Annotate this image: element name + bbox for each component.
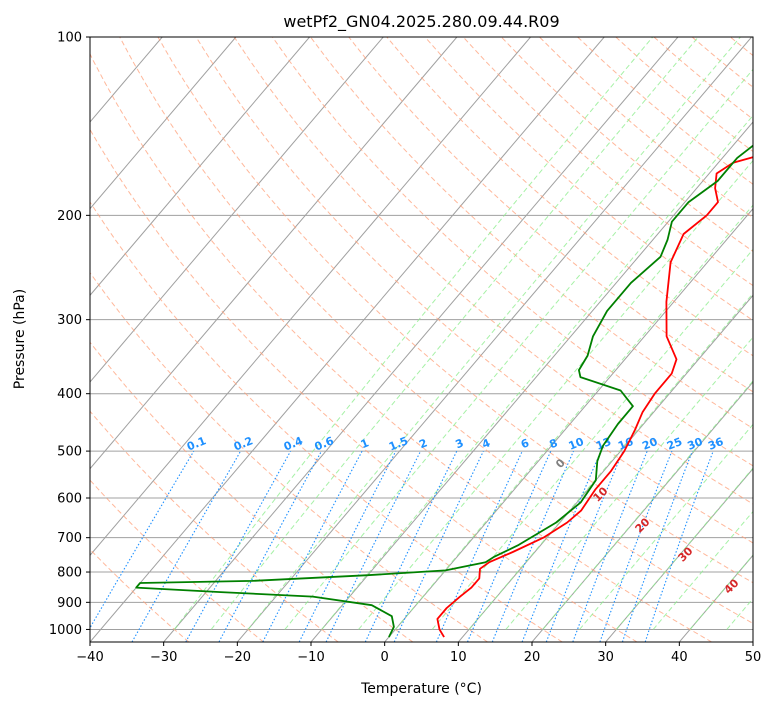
x-tick-label: 10 (450, 650, 467, 665)
mixing-ratio-line (262, 450, 363, 642)
x-tick-label: −40 (76, 650, 103, 665)
y-tick-label: 1000 (49, 623, 82, 638)
grid-layer (90, 37, 753, 642)
isotherm-line (90, 37, 384, 383)
y-tick-label: 600 (57, 492, 82, 507)
moist-adiabat-line (542, 380, 753, 630)
dry-adiabat-line (157, 37, 753, 584)
isotherm-line (90, 37, 605, 642)
x-tick-label: −10 (297, 650, 324, 665)
moist-adiabat-line (173, 37, 654, 630)
x-tick-label: 0 (381, 650, 389, 665)
dry-adiabat-line (233, 37, 753, 505)
mixing-ratio-line (644, 450, 714, 642)
dry-adiabat-line (119, 37, 753, 624)
mixing-ratio-line (621, 450, 693, 642)
isotherm-line (236, 37, 752, 642)
dewpoint-profile-line (135, 144, 753, 638)
mixing-ratio-line (393, 450, 484, 642)
moist-adiabat-line (431, 248, 753, 630)
mixing-ratio-line (572, 450, 648, 642)
dry-adiabat-line (90, 128, 638, 642)
y-tick-label: 100 (57, 31, 82, 46)
mixing-ratio-label: 20 (640, 435, 659, 453)
x-tick-label: 50 (745, 650, 762, 665)
y-axis-title: Pressure (hPa) (12, 289, 28, 389)
y-tick-label: 700 (57, 531, 82, 546)
temperature-profile-line (436, 156, 753, 638)
dry-adiabat-line (90, 201, 563, 642)
y-tick-label: 200 (57, 209, 82, 224)
moist-adiabat-line (210, 37, 699, 630)
mixing-ratio-label: 10 (567, 435, 586, 453)
mixing-ratio-line (185, 450, 292, 642)
mixing-ratio-line (545, 450, 624, 642)
y-tick-label: 500 (57, 445, 82, 460)
moist-adiabat-line (615, 467, 753, 630)
isotherm-line (384, 207, 753, 642)
mixing-ratio-line (218, 450, 322, 642)
x-tick-label: 30 (597, 650, 614, 665)
x-tick-label: −30 (150, 650, 177, 665)
moist-adiabat-line (394, 204, 753, 630)
dry-adiabat-line (310, 37, 753, 430)
moist-adiabat-line (358, 159, 753, 630)
x-tick-label: −20 (224, 650, 251, 665)
mixing-ratio-line (364, 450, 458, 642)
mixing-ratio-label: 30 (686, 435, 705, 453)
mixing-ratio-label: 36 (706, 435, 725, 453)
dry-adiabat-line (90, 479, 264, 642)
mixing-ratio-label: 8 (548, 436, 560, 451)
dry-adiabat-line (90, 52, 712, 642)
moist-adiabat-line (321, 114, 753, 630)
series-layer (135, 144, 753, 638)
plot-background (90, 37, 753, 642)
mixing-ratio-line (435, 450, 523, 642)
dry-adiabat-line (90, 271, 488, 642)
chart-title: wetPf2_GN04.2025.280.09.44.R09 (283, 12, 559, 32)
mixing-ratio-label: 2 (417, 436, 429, 451)
y-tick-label: 300 (57, 313, 82, 328)
mixing-ratio-label: 3 (454, 436, 466, 451)
mixing-ratio-line (599, 450, 673, 642)
dry-adiabat-line (386, 37, 753, 357)
moist-adiabat-line (468, 292, 753, 630)
dry-adiabat-line (424, 37, 753, 322)
mixing-ratio-label: 25 (665, 435, 684, 453)
x-tick-label: 20 (524, 650, 541, 665)
dry-adiabat-line (271, 37, 753, 467)
mixing-ratio-line (521, 450, 602, 642)
mixing-ratio-line (491, 450, 575, 642)
isotherm-line (90, 37, 237, 210)
y-tick-label: 400 (57, 387, 82, 402)
x-axis-title: Temperature (°C) (360, 681, 482, 697)
mixing-ratio-line (466, 450, 552, 642)
mixing-ratio-label: 1 (359, 436, 371, 451)
moist-adiabat-line (579, 423, 753, 630)
dry-adiabat-line (462, 37, 753, 287)
mixing-ratio-line (298, 450, 397, 642)
moist-adiabat-line (505, 336, 753, 630)
y-tick-label: 900 (57, 596, 82, 611)
isotherm-line (90, 37, 458, 470)
tick-layer: −40 −30 −20 −10 0 10 20 30 40 50 100 200 300 400 500 60… (49, 31, 761, 666)
x-tick-label: 40 (671, 650, 688, 665)
plot-frame (89, 36, 754, 643)
y-tick-label: 800 (57, 566, 82, 581)
isotherm-line (163, 37, 679, 642)
mixing-ratio-line (325, 450, 422, 642)
dry-adiabat-line (195, 37, 753, 544)
dry-adiabat-line (90, 410, 339, 642)
isotherm-line (90, 37, 531, 557)
isotherm-line (90, 37, 310, 297)
